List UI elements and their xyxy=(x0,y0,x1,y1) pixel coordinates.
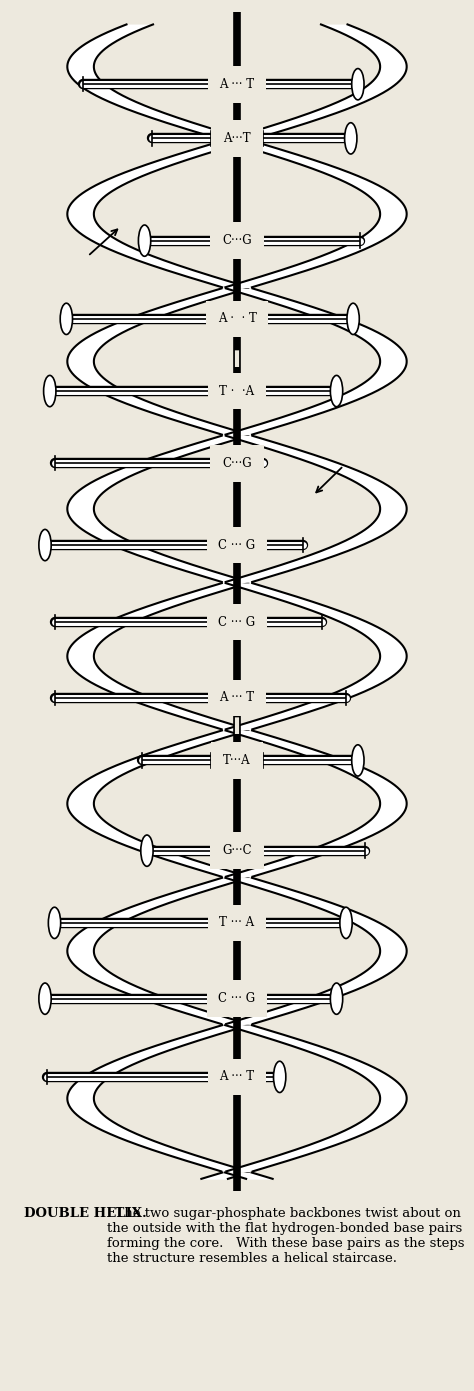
Text: T ··· A: T ··· A xyxy=(219,917,255,929)
Circle shape xyxy=(141,835,153,867)
Circle shape xyxy=(347,303,359,334)
Text: C···G: C···G xyxy=(222,456,252,470)
Text: A ··· T: A ··· T xyxy=(219,1071,255,1084)
Text: T···A: T···A xyxy=(223,754,251,766)
Text: DOUBLE HELIX.: DOUBLE HELIX. xyxy=(24,1207,146,1220)
Text: C ··· G: C ··· G xyxy=(219,538,255,552)
Text: A···T: A···T xyxy=(223,132,251,145)
Circle shape xyxy=(345,122,357,154)
Text: A ··· T: A ··· T xyxy=(219,691,255,704)
Text: The two sugar-phosphate backbones twist about on the outside with the flat hydro: The two sugar-phosphate backbones twist … xyxy=(107,1207,465,1266)
Text: A ··· T: A ··· T xyxy=(219,78,255,90)
Circle shape xyxy=(44,376,56,406)
Text: C ··· G: C ··· G xyxy=(219,992,255,1006)
Text: G···C: G···C xyxy=(222,844,252,857)
Text: A ·  · T: A · · T xyxy=(218,313,256,325)
Circle shape xyxy=(39,530,51,561)
Circle shape xyxy=(226,448,238,479)
Circle shape xyxy=(273,1061,286,1092)
Text: T ·  ·A: T · ·A xyxy=(219,384,255,398)
Text: C ··· G: C ··· G xyxy=(219,616,255,629)
Circle shape xyxy=(352,68,364,100)
Circle shape xyxy=(330,376,343,406)
Text: C···G: C···G xyxy=(222,234,252,248)
Circle shape xyxy=(352,744,364,776)
Circle shape xyxy=(39,983,51,1014)
Circle shape xyxy=(340,907,352,939)
Circle shape xyxy=(48,907,61,939)
Circle shape xyxy=(330,983,343,1014)
Circle shape xyxy=(60,303,73,334)
Circle shape xyxy=(138,225,151,256)
